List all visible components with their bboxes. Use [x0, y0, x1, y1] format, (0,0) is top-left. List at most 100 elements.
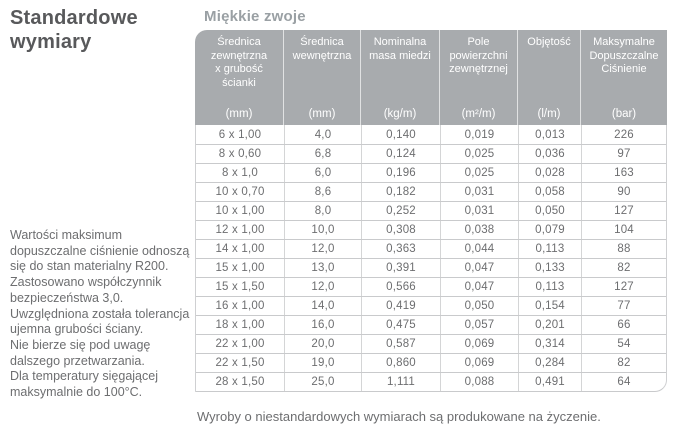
- table-row: 22 x 1,50 19,0 0,860 0,069 0,284 82: [196, 353, 666, 372]
- column-header: Średnica zewnętrzna x grubość ścianki (mm…: [195, 30, 283, 125]
- table-cell: 14,0: [284, 297, 361, 315]
- column-header: Średnica wewnętrzna (mm): [283, 30, 360, 125]
- table-header-row: Średnica zewnętrzna x grubość ścianki (mm…: [195, 30, 667, 125]
- table-cell: 25,0: [284, 373, 361, 391]
- table-cell: 0,069: [440, 354, 518, 372]
- table-cell: 0,113: [518, 240, 581, 258]
- column-header-unit: (m²/m): [461, 107, 496, 120]
- table-cell: 66: [581, 316, 666, 334]
- table-cell: 6 x 1,00: [218, 128, 262, 141]
- table-cell: 0,050: [440, 297, 518, 315]
- table-cell: 22 x 1,50: [215, 357, 265, 369]
- table-cell: 0,069: [440, 335, 518, 353]
- column-header-unit: (l/m): [537, 107, 561, 120]
- table-cell: 127: [581, 278, 666, 296]
- table-cell: 14 x 1,00: [215, 243, 265, 255]
- table-row: 15 x 1,50 12,0 0,566 0,047 0,113 127: [196, 277, 666, 296]
- table-title: Miękkie zwoje: [204, 8, 306, 25]
- table-cell: 22 x 1,00: [215, 338, 265, 350]
- table-cell: 127: [581, 202, 666, 220]
- column-header-label: Średnica zewnętrzna x grubość ścianki: [210, 36, 268, 89]
- table-cell: 4,0: [284, 125, 361, 144]
- table-cell: 226: [581, 125, 666, 144]
- table-row: 8 x 1,0 6,0 0,196 0,025 0,028 163: [196, 163, 666, 182]
- table-cell: 97: [581, 145, 666, 163]
- column-header: Nominalna masa miedzi (kg/m): [360, 30, 439, 125]
- table-cell: 90: [581, 183, 666, 201]
- table-cell: 0,201: [518, 316, 581, 334]
- table-cell: 0,036: [518, 145, 581, 163]
- table-cell: 0,363: [361, 240, 440, 258]
- table-cell: 0,019: [440, 125, 518, 144]
- column-header-unit: (mm): [225, 107, 253, 120]
- table-footnote: Wyroby o niestandardowych wymiarach są p…: [197, 409, 601, 424]
- table-cell: 0,182: [361, 183, 440, 201]
- table-cell: 0,566: [361, 278, 440, 296]
- table-row: 18 x 1,00 16,0 0,475 0,057 0,201 66: [196, 315, 666, 334]
- column-header-unit: (bar): [611, 107, 637, 120]
- table-cell: 12,0: [284, 240, 361, 258]
- column-header-label: Nominalna masa miedzi: [369, 36, 431, 62]
- table-cell: 0,154: [518, 297, 581, 315]
- note-text: Wartości maksimum dopuszczalne ciśnienie…: [10, 228, 190, 400]
- table-cell: 0,013: [518, 125, 581, 144]
- table-cell: 16,0: [284, 316, 361, 334]
- table-cell: 0,419: [361, 297, 440, 315]
- table-cell: 0,047: [440, 278, 518, 296]
- table-cell: 0,058: [518, 183, 581, 201]
- table-row: 10 x 0,70 8,6 0,182 0,031 0,058 90: [196, 182, 666, 201]
- table-cell: 1,111: [361, 373, 440, 391]
- table-cell: 0,038: [440, 221, 518, 239]
- column-header-label: Średnica wewnętrzna: [292, 36, 352, 62]
- table-cell: 18 x 1,00: [215, 319, 265, 331]
- table-row: 8 x 0,60 6,8 0,124 0,025 0,036 97: [196, 144, 666, 163]
- column-header-unit: (kg/m): [383, 107, 417, 120]
- table-cell: 77: [581, 297, 666, 315]
- table-cell: 16 x 1,00: [215, 300, 265, 312]
- table-cell: 0,314: [518, 335, 581, 353]
- table-cell: 54: [581, 335, 666, 353]
- table-row: 14 x 1,00 12,0 0,363 0,044 0,113 88: [196, 239, 666, 258]
- column-header-label: Maksymalne Dopuszczalne Ciśnienie: [589, 36, 659, 75]
- table-cell: 64: [581, 373, 666, 391]
- table-cell: 8,0: [284, 202, 361, 220]
- table-cell: 0,140: [361, 125, 440, 144]
- table-cell: 0,196: [361, 164, 440, 182]
- table-cell: 13,0: [284, 259, 361, 277]
- table-cell: 0,025: [440, 145, 518, 163]
- section-heading: Standardowe wymiary: [10, 7, 138, 53]
- table-row: 15 x 1,00 13,0 0,391 0,047 0,133 82: [196, 258, 666, 277]
- table-cell: 6,8: [284, 145, 361, 163]
- table-cell: 0,391: [361, 259, 440, 277]
- table-cell: 88: [581, 240, 666, 258]
- table-cell: 19,0: [284, 354, 361, 372]
- column-header-label: Objętość: [527, 36, 571, 48]
- table-cell: 10 x 0,70: [215, 186, 265, 198]
- table-cell: 8 x 1,0: [222, 167, 258, 179]
- table-cell: 0,088: [440, 373, 518, 391]
- table-cell: 0,587: [361, 335, 440, 353]
- table-row: 6 x 1,00 4,0 0,140 0,019 0,013 226: [196, 125, 666, 144]
- dimensions-table: Średnica zewnętrzna x grubość ścianki (mm…: [195, 30, 667, 392]
- table-row: 28 x 1,50 25,0 1,111 0,088 0,491 64: [196, 372, 666, 391]
- table-cell: 0,028: [518, 164, 581, 182]
- table-cell: 0,079: [518, 221, 581, 239]
- column-header: Maksymalne Dopuszczalne Ciśnienie (bar): [580, 30, 667, 125]
- table-cell: 0,047: [440, 259, 518, 277]
- table-row: 10 x 1,00 8,0 0,252 0,031 0,050 127: [196, 201, 666, 220]
- table-cell: 0,491: [518, 373, 581, 391]
- table-cell: 8,6: [284, 183, 361, 201]
- table-row: 16 x 1,00 14,0 0,419 0,050 0,154 77: [196, 296, 666, 315]
- table-cell: 0,860: [361, 354, 440, 372]
- column-header: Pole powierzchni zewnętrznej (m²/m): [439, 30, 517, 125]
- table-cell: 6,0: [284, 164, 361, 182]
- table-cell: 0,133: [518, 259, 581, 277]
- table-cell: 12 x 1,00: [215, 224, 265, 236]
- table-cell: 15 x 1,00: [215, 262, 265, 274]
- table-cell: 0,252: [361, 202, 440, 220]
- table-cell: 0,113: [518, 278, 581, 296]
- table-row: 22 x 1,00 20,0 0,587 0,069 0,314 54: [196, 334, 666, 353]
- table-cell: 104: [581, 221, 666, 239]
- table-cell: 0,025: [440, 164, 518, 182]
- table-cell: 0,031: [440, 202, 518, 220]
